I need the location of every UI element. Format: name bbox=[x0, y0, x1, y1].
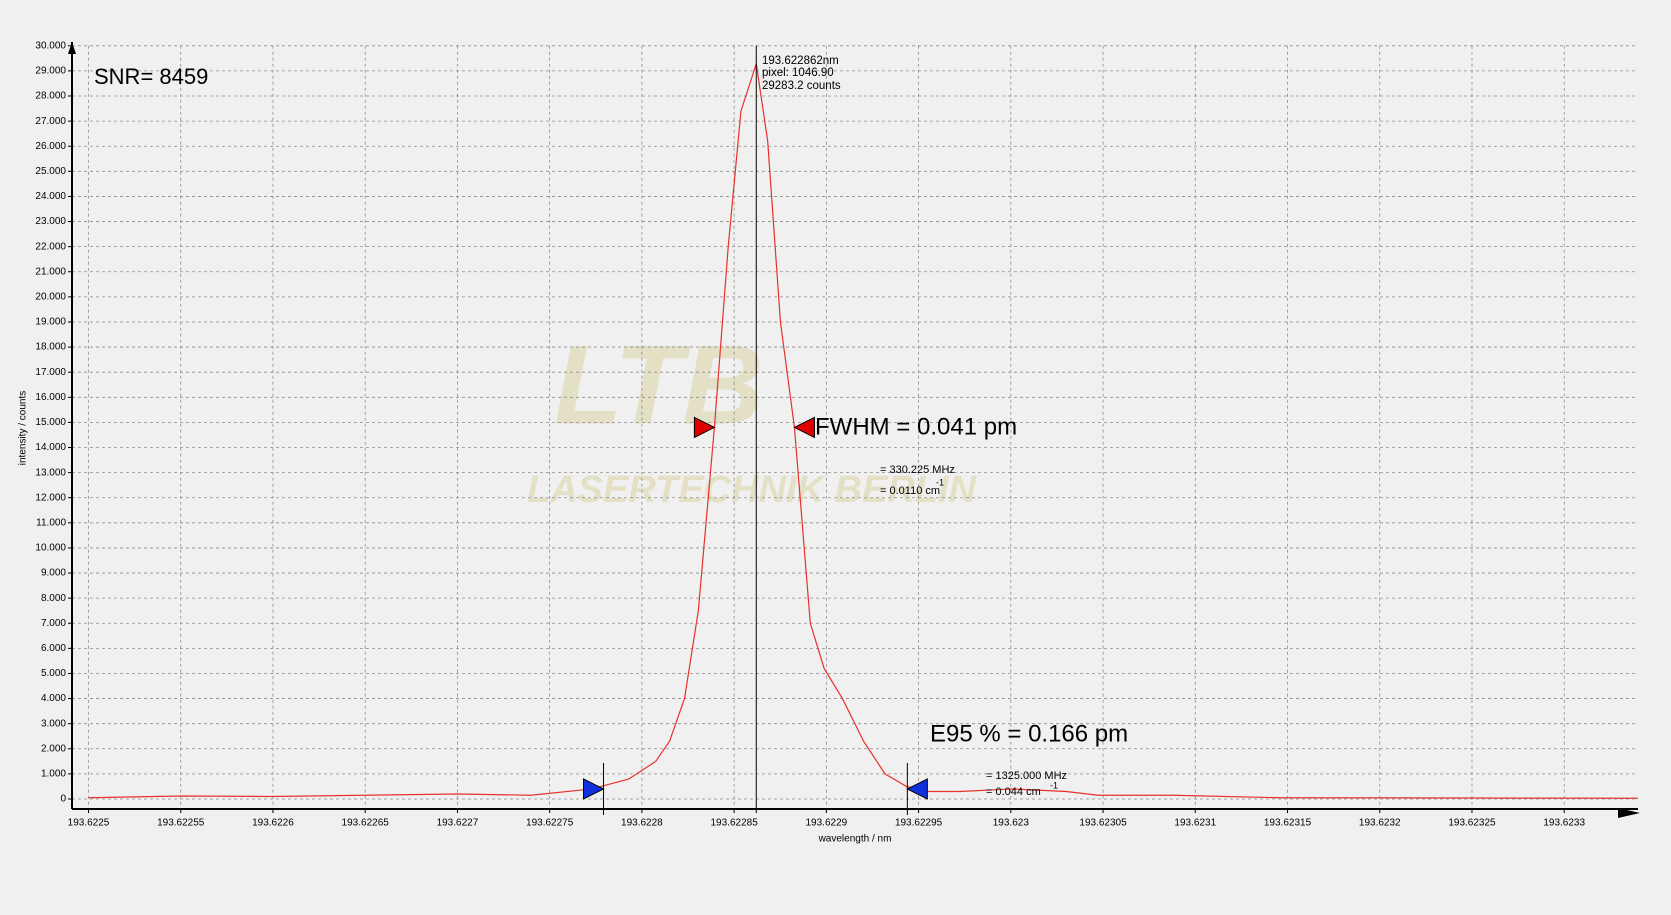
y-tick-label: 6.000 bbox=[41, 643, 66, 654]
x-tick-label: 193.6227 bbox=[437, 818, 479, 829]
y-tick-label: 13.000 bbox=[35, 467, 66, 478]
y-axis-title: intensity / counts bbox=[18, 391, 29, 465]
e95-marker bbox=[583, 778, 605, 800]
x-tick-label: 193.6232 bbox=[1359, 818, 1401, 829]
fwhm-marker bbox=[693, 416, 716, 439]
cursor-label: 193.622862nm bbox=[762, 55, 839, 67]
x-tick-label: 193.6225 bbox=[68, 818, 110, 829]
x-tick-label: 193.62315 bbox=[1264, 818, 1312, 829]
y-tick-label: 23.000 bbox=[35, 216, 66, 227]
y-tick-label: 3.000 bbox=[41, 718, 66, 729]
x-tick-label: 193.6226 bbox=[252, 818, 294, 829]
x-tick-label: 193.62275 bbox=[526, 818, 574, 829]
x-tick-label: 193.62305 bbox=[1079, 818, 1127, 829]
y-tick-label: 20.000 bbox=[35, 292, 66, 303]
y-tick-label: 24.000 bbox=[35, 191, 66, 202]
x-tick-label: 193.623 bbox=[993, 818, 1030, 829]
y-tick-label: 21.000 bbox=[35, 266, 66, 277]
y-tick-label: 4.000 bbox=[41, 693, 66, 704]
x-axis-title: wavelength / nm bbox=[818, 834, 892, 845]
x-tick-label: 193.6228 bbox=[621, 818, 663, 829]
y-tick-label: 16.000 bbox=[35, 392, 66, 403]
e95-wn-exp: -1 bbox=[1050, 780, 1058, 790]
cursor-label: 29283.2 counts bbox=[762, 80, 841, 92]
y-tick-label: 7.000 bbox=[41, 618, 66, 629]
y-tick-label: 22.000 bbox=[35, 241, 66, 252]
y-tick-label: 2.000 bbox=[41, 743, 66, 754]
y-tick-label: 28.000 bbox=[35, 91, 66, 102]
y-axis-arrow bbox=[68, 42, 76, 54]
x-tick-label: 193.62325 bbox=[1448, 818, 1496, 829]
e95-label: E95 % = 0.166 pm bbox=[930, 720, 1128, 747]
watermark: LTB bbox=[554, 323, 763, 448]
y-tick-label: 25.000 bbox=[35, 166, 66, 177]
y-tick-label: 26.000 bbox=[35, 141, 66, 152]
watermark: LASERTECHNIK BERLIN bbox=[527, 469, 978, 511]
y-tick-label: 14.000 bbox=[35, 442, 66, 453]
x-tick-label: 193.62255 bbox=[157, 818, 205, 829]
y-tick-label: 11.000 bbox=[36, 517, 66, 528]
x-tick-label: 193.6229 bbox=[805, 818, 847, 829]
snr-label: SNR= 8459 bbox=[94, 64, 208, 89]
y-tick-label: 12.000 bbox=[35, 492, 66, 503]
fwhm-wn: = 0.0110 cm bbox=[880, 485, 940, 497]
y-tick-label: 5.000 bbox=[41, 668, 66, 679]
fwhm-freq: = 330.225 MHz bbox=[880, 464, 955, 476]
fwhm-marker bbox=[793, 416, 815, 439]
e95-freq: = 1325.000 MHz bbox=[986, 770, 1067, 782]
cursor-label: pixel: 1046.90 bbox=[762, 67, 834, 79]
y-tick-label: 27.000 bbox=[35, 116, 66, 127]
y-tick-label: 29.000 bbox=[35, 66, 66, 77]
y-tick-label: 17.000 bbox=[35, 367, 66, 378]
fwhm-wn-exp: -1 bbox=[936, 477, 944, 487]
y-tick-label: 30.000 bbox=[35, 40, 66, 51]
e95-wn: = 0.044 cm bbox=[986, 786, 1041, 798]
y-tick-label: 0 bbox=[60, 794, 66, 805]
x-axis-arrow bbox=[1618, 808, 1640, 818]
y-tick-label: 18.000 bbox=[35, 342, 66, 353]
fwhm-label: FWHM = 0.041 pm bbox=[815, 413, 1017, 440]
y-tick-label: 10.000 bbox=[35, 543, 66, 554]
y-tick-label: 9.000 bbox=[41, 568, 66, 579]
y-tick-label: 15.000 bbox=[35, 417, 66, 428]
y-tick-label: 8.000 bbox=[41, 593, 66, 604]
x-tick-label: 193.62285 bbox=[710, 818, 758, 829]
y-tick-label: 1.000 bbox=[41, 769, 66, 780]
x-tick-label: 193.62295 bbox=[895, 818, 943, 829]
x-tick-label: 193.6233 bbox=[1543, 818, 1585, 829]
e95-marker bbox=[906, 778, 928, 800]
x-tick-label: 193.62265 bbox=[342, 818, 390, 829]
plot-area: 0 1.000 2.000 3.000 4.000 5.000 6.000 7.000 8.00… bbox=[35, 40, 1640, 829]
y-tick-label: 19.000 bbox=[35, 317, 66, 328]
x-tick-label: 193.6231 bbox=[1174, 818, 1216, 829]
